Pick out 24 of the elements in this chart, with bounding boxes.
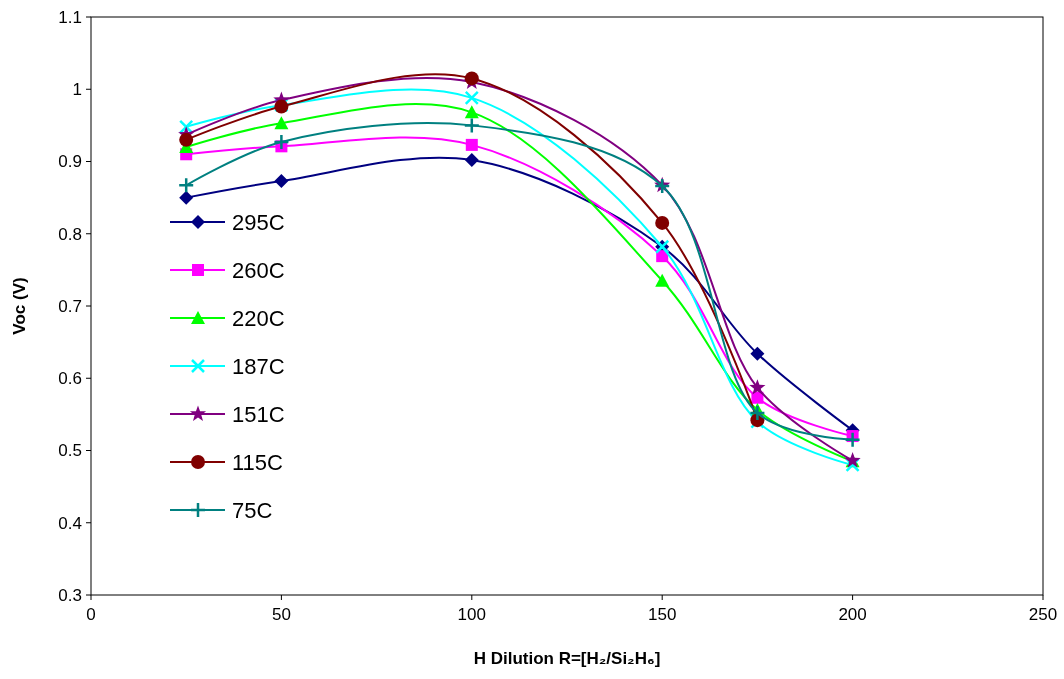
x-tick-label: 100: [457, 605, 486, 624]
y-tick-label: 0.4: [58, 513, 82, 533]
legend-label: 260C: [232, 257, 285, 283]
legend-label: 115C: [232, 449, 284, 475]
legend-label: 75C: [232, 497, 273, 523]
x-tick-label: 200: [838, 605, 867, 624]
y-tick-label: 1: [72, 80, 82, 100]
x-tick-label: 0: [86, 605, 96, 624]
x-axis-title: H Dilution R=[H₂/Si₂H₆]: [473, 649, 661, 668]
y-axis-title: Voc (V): [10, 277, 29, 335]
y-tick-label: 0.7: [58, 296, 82, 316]
legend-label: 295C: [232, 209, 285, 235]
y-tick-label: 0.5: [58, 441, 82, 461]
x-tick-label: 50: [271, 605, 291, 624]
x-tick-label: 150: [648, 605, 677, 624]
x-tick-label: 250: [1028, 605, 1058, 624]
y-tick-label: 0.6: [58, 369, 82, 389]
legend-label: 220C: [232, 305, 285, 331]
legend-label: 187C: [232, 353, 285, 379]
y-tick-label: 0.8: [58, 224, 82, 244]
legend-label: 151C: [232, 401, 285, 427]
y-tick-label: 0.3: [58, 585, 82, 605]
y-tick-label: 0.9: [58, 152, 82, 172]
y-tick-label: 1.1: [58, 7, 82, 27]
